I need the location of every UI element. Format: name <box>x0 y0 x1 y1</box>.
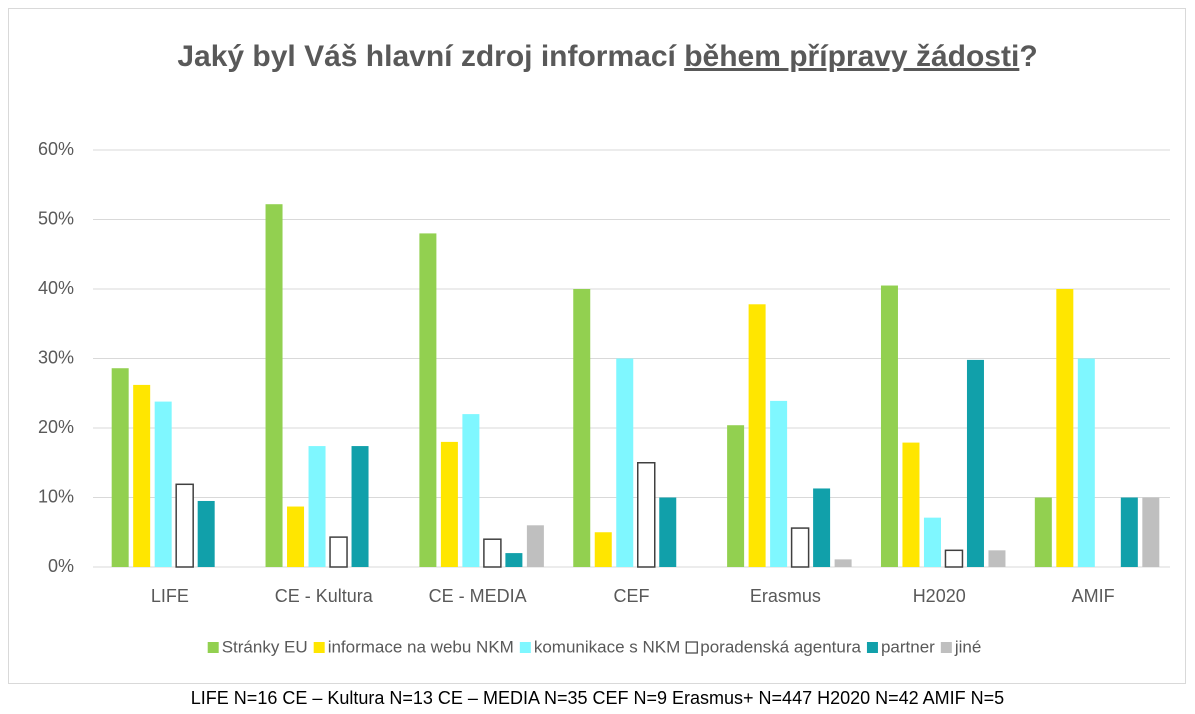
bar <box>287 506 305 567</box>
bar <box>573 289 591 567</box>
legend-marker <box>519 642 531 653</box>
y-tick-label: 0% <box>48 556 74 576</box>
x-tick-label: AMIF <box>1072 586 1115 606</box>
bar <box>1056 289 1074 567</box>
legend-marker <box>207 642 219 653</box>
bar <box>770 400 788 567</box>
bar <box>308 446 326 567</box>
x-tick-label: H2020 <box>913 586 966 606</box>
bar <box>419 233 437 567</box>
bar <box>1077 358 1095 567</box>
legend-label: partner <box>881 637 935 656</box>
bar <box>1142 497 1160 567</box>
x-tick-label: Erasmus <box>750 586 821 606</box>
title-part: během přípravy žádosti <box>684 40 1020 73</box>
bar <box>988 550 1006 567</box>
x-tick-label: CEF <box>614 586 650 606</box>
bar <box>329 536 348 568</box>
bar <box>1034 497 1052 567</box>
bar <box>790 527 810 568</box>
x-tick-label: CE - Kultura <box>275 586 374 606</box>
bar <box>616 358 634 567</box>
bar <box>133 384 151 567</box>
bar <box>1120 497 1138 567</box>
bar <box>813 488 831 567</box>
y-tick-label: 20% <box>38 417 74 437</box>
chart-title: Jaký byl Váš hlavní zdroj informací běhe… <box>150 36 1065 78</box>
bar <box>505 553 523 567</box>
title-part: ? <box>1019 40 1038 73</box>
x-tick-label: CE - MEDIA <box>429 586 527 606</box>
legend-label: komunikace s NKM <box>534 637 680 656</box>
bar <box>197 500 215 567</box>
title-part: Jaký byl Váš hlavní zdroj informací <box>177 40 685 73</box>
bar <box>902 442 920 567</box>
legend-marker <box>685 641 698 654</box>
bar <box>111 368 129 567</box>
bar <box>944 549 964 568</box>
bar <box>351 446 369 567</box>
y-tick-label: 60% <box>38 139 74 159</box>
legend-label: Stránky EU <box>222 637 308 656</box>
legend-marker <box>313 642 325 653</box>
bar <box>154 401 172 567</box>
bar <box>834 559 852 567</box>
bar <box>462 414 480 567</box>
legend-marker <box>940 642 952 653</box>
bar <box>748 304 766 567</box>
bar <box>923 517 941 567</box>
note: LIFE N=16 CE – Kultura N=13 CE – MEDIA N… <box>190 688 1005 708</box>
y-tick-label: 50% <box>38 208 74 228</box>
chart-frame <box>8 8 1186 684</box>
bar <box>966 359 984 567</box>
legend-label: jiné <box>954 637 981 656</box>
x-tick-label: LIFE <box>151 586 189 606</box>
bar <box>880 285 898 567</box>
legend-label: informace na webu NKM <box>328 637 514 656</box>
bar <box>483 538 502 568</box>
y-tick-label: 30% <box>38 347 74 367</box>
legend-label: poradenská agentura <box>700 637 861 656</box>
legend-marker <box>866 642 878 653</box>
bar <box>440 441 458 567</box>
bar <box>727 425 745 567</box>
bar <box>265 204 283 567</box>
y-tick-label: 40% <box>38 278 74 298</box>
bar <box>659 497 677 567</box>
bar <box>175 483 194 568</box>
bar <box>637 462 656 568</box>
bar <box>526 525 544 567</box>
bar <box>594 532 612 567</box>
y-tick-label: 10% <box>38 486 74 506</box>
